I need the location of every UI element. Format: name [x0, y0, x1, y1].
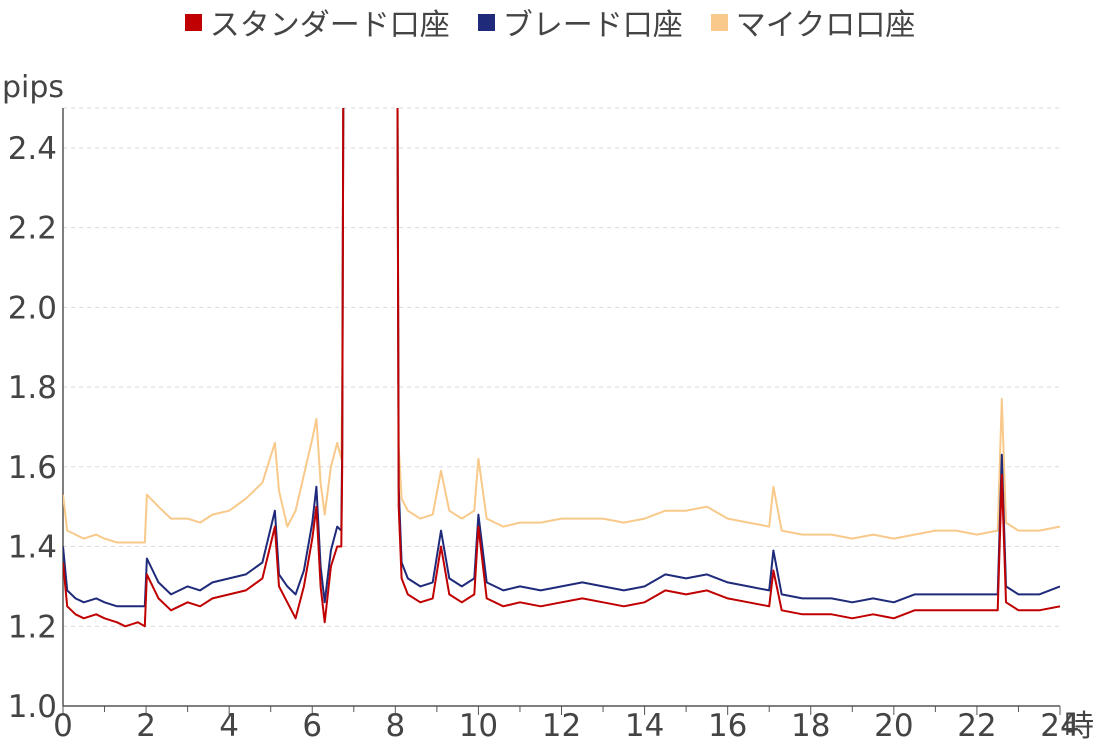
legend-label-blade: ブレード口座 — [502, 8, 683, 43]
legend-item-micro[interactable]: マイクロ口座 — [710, 0, 916, 44]
x-tick-label-4: 8 — [385, 708, 405, 744]
y-tick-label-6: 2.2 — [8, 211, 57, 247]
series-line-1-after-gap — [396, 108, 1060, 604]
series-line-0-after-gap — [396, 108, 1060, 620]
legend-item-standard[interactable]: スタンダード口座 — [184, 0, 450, 44]
legend-swatch-micro — [710, 13, 728, 31]
x-tick-label-3: 6 — [302, 708, 322, 744]
legend-item-blade[interactable]: ブレード口座 — [477, 0, 683, 44]
x-tick-label-11: 22 — [957, 708, 996, 744]
x-tick-label-1: 2 — [136, 708, 156, 744]
y-axis-label: pips — [2, 70, 65, 105]
legend-label-standard: スタンダード口座 — [209, 8, 450, 43]
x-tick-label-12: 24 — [1040, 708, 1079, 744]
series-line-0-before-gap — [63, 108, 345, 628]
y-tick-label-1: 1.2 — [8, 609, 57, 645]
y-tick-label-5: 2.0 — [8, 290, 57, 326]
x-tick-label-6: 12 — [542, 708, 581, 744]
chart-legend: スタンダード口座 ブレード口座 マイクロ口座 — [0, 0, 1100, 44]
series-line-2-after-gap — [396, 108, 1060, 540]
legend-swatch-blade — [477, 13, 495, 31]
x-tick-label-5: 10 — [459, 708, 498, 744]
x-tick-label-9: 18 — [791, 708, 830, 744]
y-tick-label-3: 1.6 — [8, 450, 57, 486]
legend-swatch-standard — [184, 13, 202, 31]
x-tick-label-0: 0 — [53, 708, 73, 744]
legend-label-micro: マイクロ口座 — [735, 8, 916, 43]
x-tick-label-10: 20 — [874, 708, 913, 744]
x-axis-label: 時 — [1064, 709, 1094, 744]
x-tick-label-8: 16 — [708, 708, 747, 744]
series-line-2-before-gap — [63, 108, 345, 544]
series-line-1-before-gap — [63, 108, 345, 608]
y-tick-label-2: 1.4 — [8, 530, 57, 566]
y-tick-label-4: 1.8 — [8, 370, 57, 406]
y-tick-label-7: 2.4 — [8, 131, 57, 167]
x-tick-label-7: 14 — [625, 708, 664, 744]
y-tick-label-0: 1.0 — [8, 689, 57, 725]
x-tick-label-2: 4 — [219, 708, 239, 744]
